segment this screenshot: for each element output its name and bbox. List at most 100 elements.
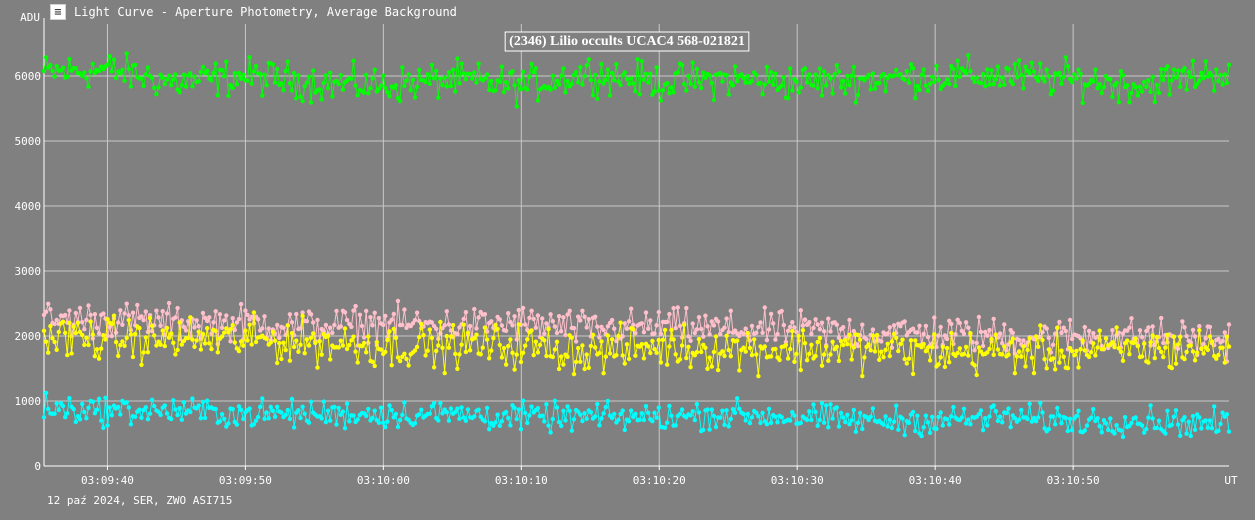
x-tick-label: 03:10:50 bbox=[1047, 474, 1100, 487]
data-point bbox=[561, 362, 566, 367]
data-point bbox=[754, 330, 759, 335]
data-point bbox=[230, 323, 235, 328]
data-point bbox=[643, 310, 649, 315]
data-point bbox=[883, 414, 888, 419]
data-point bbox=[622, 70, 627, 75]
data-point bbox=[158, 72, 163, 78]
data-point bbox=[942, 364, 948, 370]
data-point bbox=[467, 348, 473, 353]
data-point bbox=[936, 362, 941, 367]
data-point bbox=[330, 330, 335, 336]
data-point bbox=[904, 69, 909, 74]
data-point bbox=[819, 363, 825, 368]
light-curve-app-icon[interactable]: ≡ bbox=[50, 4, 66, 20]
data-point bbox=[126, 317, 131, 323]
data-point bbox=[828, 402, 833, 407]
data-point bbox=[1114, 423, 1119, 428]
data-point bbox=[245, 338, 250, 343]
data-point bbox=[578, 359, 583, 364]
data-point bbox=[910, 326, 916, 331]
data-point bbox=[122, 78, 127, 84]
data-point bbox=[1074, 348, 1079, 354]
data-point bbox=[311, 320, 316, 325]
data-point bbox=[879, 349, 884, 354]
data-point bbox=[735, 338, 740, 343]
data-point bbox=[573, 359, 579, 365]
data-point bbox=[408, 88, 413, 93]
data-point bbox=[512, 405, 517, 411]
data-point bbox=[289, 396, 295, 402]
data-point bbox=[472, 306, 477, 312]
data-point bbox=[506, 343, 511, 349]
data-point bbox=[207, 341, 212, 346]
data-point bbox=[985, 423, 990, 428]
data-point bbox=[105, 333, 110, 339]
data-point bbox=[1027, 71, 1032, 76]
data-point bbox=[686, 73, 691, 79]
data-point bbox=[1059, 348, 1064, 353]
data-point bbox=[385, 337, 390, 343]
data-point bbox=[773, 71, 778, 76]
data-point bbox=[537, 342, 543, 348]
data-point bbox=[804, 417, 810, 423]
data-point bbox=[1019, 72, 1024, 78]
data-point bbox=[679, 62, 685, 68]
data-point bbox=[609, 415, 615, 421]
data-point bbox=[843, 91, 848, 96]
data-point bbox=[1046, 347, 1052, 352]
data-point bbox=[1216, 79, 1221, 84]
data-point bbox=[349, 76, 354, 82]
data-point bbox=[1031, 415, 1037, 421]
data-point bbox=[838, 85, 844, 90]
data-point bbox=[889, 339, 895, 344]
data-point bbox=[43, 55, 49, 60]
data-point bbox=[713, 334, 719, 339]
data-point bbox=[1082, 324, 1088, 330]
data-point bbox=[692, 330, 697, 336]
data-point bbox=[749, 79, 755, 84]
data-point bbox=[196, 329, 201, 334]
data-point bbox=[675, 70, 680, 75]
data-point bbox=[319, 416, 324, 421]
data-point bbox=[160, 328, 165, 333]
data-point bbox=[891, 323, 897, 328]
data-point bbox=[919, 345, 924, 350]
data-point bbox=[200, 331, 206, 337]
data-point bbox=[966, 353, 971, 358]
data-point bbox=[378, 405, 384, 410]
data-point bbox=[336, 81, 341, 87]
data-point bbox=[342, 326, 348, 331]
data-point bbox=[595, 401, 600, 407]
data-point bbox=[1021, 338, 1026, 343]
data-point bbox=[226, 93, 231, 99]
data-point bbox=[128, 422, 134, 427]
data-point bbox=[978, 329, 984, 335]
data-point bbox=[370, 323, 375, 328]
data-point bbox=[94, 325, 100, 330]
data-point bbox=[605, 333, 611, 338]
data-point bbox=[995, 347, 1001, 352]
data-point bbox=[349, 324, 354, 330]
data-point bbox=[830, 339, 835, 344]
data-point bbox=[724, 333, 729, 338]
data-point bbox=[251, 310, 257, 315]
data-point bbox=[1175, 68, 1181, 73]
data-point bbox=[247, 55, 252, 60]
data-point bbox=[154, 308, 159, 313]
data-point bbox=[41, 328, 47, 333]
data-point bbox=[198, 347, 204, 352]
data-point bbox=[951, 66, 956, 72]
data-point bbox=[188, 409, 193, 415]
data-point bbox=[111, 57, 117, 62]
data-point bbox=[535, 406, 541, 411]
data-point bbox=[73, 330, 79, 336]
data-point bbox=[364, 72, 369, 78]
data-point bbox=[1093, 353, 1098, 358]
data-point bbox=[222, 74, 227, 79]
data-point bbox=[792, 413, 797, 418]
data-point bbox=[1036, 415, 1041, 420]
data-point bbox=[355, 417, 360, 422]
data-point bbox=[1097, 328, 1102, 333]
data-point bbox=[188, 71, 193, 76]
data-point bbox=[584, 63, 589, 68]
